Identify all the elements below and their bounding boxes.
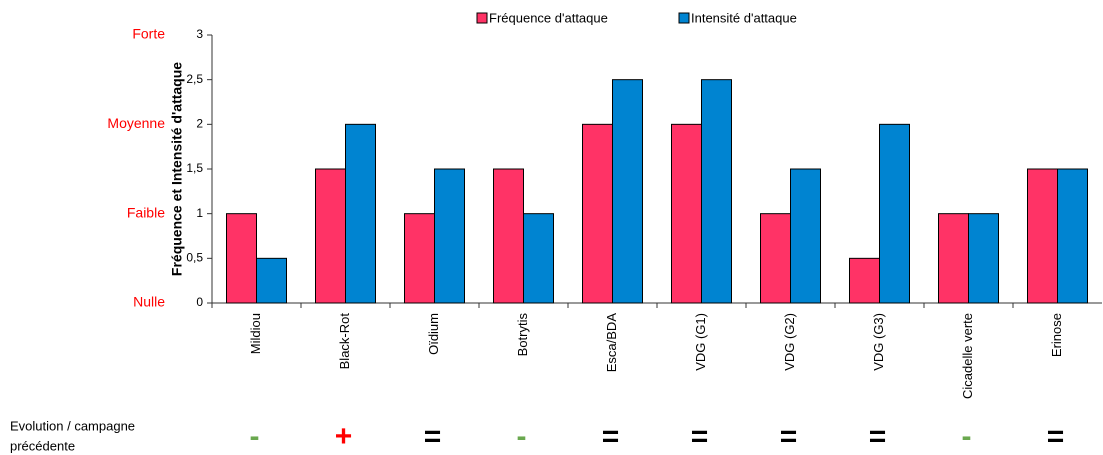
y-tick-label: 1 xyxy=(196,206,203,220)
x-tick-label: VDG (G1) xyxy=(693,313,708,371)
evolution-label: précédente xyxy=(10,438,75,453)
bar xyxy=(345,123,376,304)
x-tick-label: Esca/BDA xyxy=(604,313,619,373)
x-tick-label: Cicadelle verte xyxy=(960,313,975,399)
bar xyxy=(493,168,524,304)
bar xyxy=(938,213,969,304)
x-tick-label: VDG (G3) xyxy=(871,313,886,371)
y-axis-title: Fréquence et Intensité d'attaque xyxy=(169,62,185,276)
x-tick-label: VDG (G2) xyxy=(782,313,797,371)
level-label: Moyenne xyxy=(107,115,165,131)
evolution-symbol: - xyxy=(517,420,527,453)
x-tick-label: Erinose xyxy=(1049,313,1064,357)
bar xyxy=(790,168,821,304)
x-tick-label: Mildiou xyxy=(248,313,263,354)
evolution-symbol: = xyxy=(1047,420,1065,453)
bar xyxy=(1027,168,1058,304)
bar xyxy=(879,123,910,304)
y-tick-label: 2,5 xyxy=(186,72,203,86)
evolution-symbol: - xyxy=(250,420,260,453)
bar xyxy=(226,213,257,304)
x-tick-label: Oïdium xyxy=(426,313,441,355)
bar xyxy=(1057,168,1088,304)
bar xyxy=(315,168,346,304)
bar xyxy=(701,79,732,304)
bar xyxy=(582,123,613,304)
evolution-symbol: = xyxy=(869,420,887,453)
bar xyxy=(523,213,554,304)
bar xyxy=(404,213,435,304)
evolution-symbol: = xyxy=(691,420,709,453)
bar xyxy=(434,168,465,304)
bar xyxy=(760,213,791,304)
evolution-label: Evolution / campagne xyxy=(10,418,135,433)
level-label: Nulle xyxy=(133,294,165,310)
bar xyxy=(968,213,999,304)
y-tick-label: 1,5 xyxy=(186,161,203,175)
x-tick-label: Black-Rot xyxy=(337,313,352,370)
legend-label: Fréquence d'attaque xyxy=(489,10,608,25)
legend-label: Intensité d'attaque xyxy=(691,10,797,25)
level-label: Faible xyxy=(127,204,165,220)
evolution-symbol: = xyxy=(424,420,442,453)
level-label: Forte xyxy=(132,26,165,42)
bar xyxy=(256,257,287,304)
legend-swatch xyxy=(476,12,488,24)
bar xyxy=(671,123,702,304)
evolution-symbol: = xyxy=(780,420,798,453)
evolution-symbol: - xyxy=(962,420,972,453)
y-tick-label: 0 xyxy=(196,295,203,309)
y-tick-label: 0,5 xyxy=(186,251,203,265)
evolution-symbol: + xyxy=(335,420,353,453)
x-tick-label: Botrytis xyxy=(515,313,530,357)
bar xyxy=(849,257,880,304)
y-tick-label: 2 xyxy=(196,117,203,131)
y-tick-label: 3 xyxy=(196,27,203,41)
legend-swatch xyxy=(678,12,690,24)
bar xyxy=(612,79,643,304)
evolution-symbol: = xyxy=(602,420,620,453)
